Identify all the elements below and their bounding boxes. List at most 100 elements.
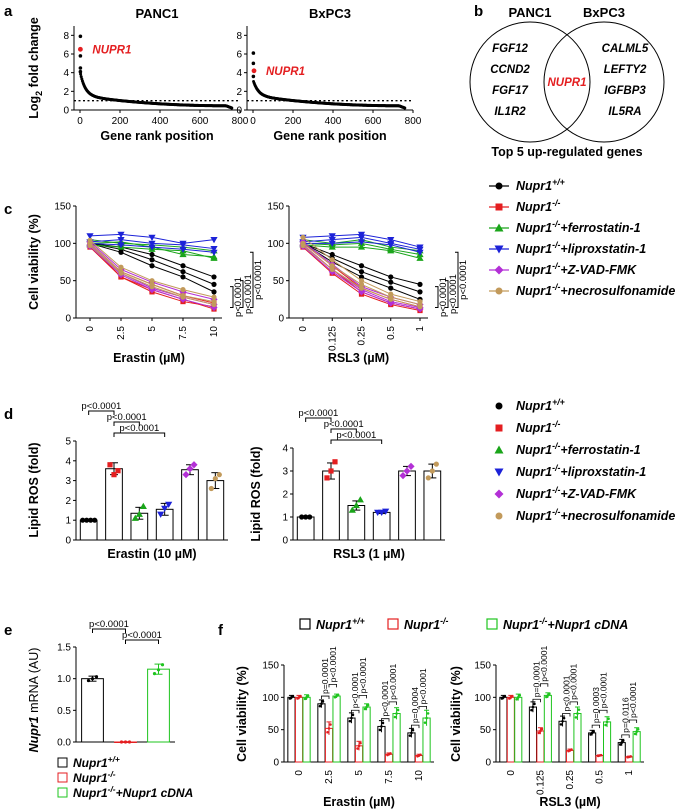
legend-e: Nupr1+/+Nupr1-/-Nupr1-/-+Nupr1 cDNA	[57, 754, 193, 800]
legend-marker	[495, 182, 503, 190]
bar	[362, 706, 371, 763]
x-tick-label: 0.5	[595, 770, 606, 784]
x-axis-label: Erastin (µM)	[113, 351, 185, 365]
data-point	[117, 242, 125, 249]
y-tick-label: 3	[282, 467, 288, 478]
data-point	[633, 732, 637, 736]
sig-bracket	[455, 251, 459, 309]
p-value-label: p<0.0001	[628, 682, 638, 718]
y-tick-label: 1.5	[57, 643, 71, 654]
data-point	[118, 270, 124, 276]
y-axis-label: Lipid ROS (fold)	[27, 442, 41, 537]
data-point	[156, 668, 161, 672]
sig-bracket	[88, 410, 115, 415]
bar	[347, 717, 356, 763]
x-tick-label: 2.5	[116, 326, 127, 340]
data-point	[599, 753, 603, 757]
data-point	[629, 755, 632, 758]
legend-label: Nupr1-/-+Nupr1 cDNA	[503, 616, 628, 632]
data-point	[118, 264, 124, 270]
y-tick-label: 50	[480, 725, 492, 736]
y-tick-label: 1	[65, 516, 71, 527]
data-point	[165, 501, 173, 508]
sig-bracket	[628, 719, 638, 723]
panel-letter-f: f	[218, 622, 224, 639]
data-point	[548, 692, 551, 696]
data-point	[90, 677, 95, 681]
panel-letter-b: b	[474, 3, 483, 20]
data-point	[358, 281, 365, 287]
sig-bracket	[540, 683, 549, 687]
sig-bracket	[532, 698, 541, 703]
data-point	[329, 723, 332, 726]
y-tick-label: 100	[267, 239, 284, 250]
p-value-label: p<0.0001	[119, 423, 159, 434]
y-tick-label: 4	[63, 68, 69, 79]
x-tick-label: 0	[298, 326, 309, 332]
gene-dot	[230, 106, 234, 110]
sig-bracket	[621, 734, 630, 738]
data-point	[211, 281, 217, 287]
data-point	[423, 721, 427, 724]
bar	[105, 468, 123, 541]
data-point	[618, 743, 622, 746]
y-axis-label: Cell viability (%)	[449, 666, 463, 762]
sig-bracket	[435, 286, 439, 309]
data-point	[389, 752, 392, 755]
x-axis-label: Gene rank position	[273, 129, 386, 143]
y-axis-label: Cell viability (%)	[235, 666, 249, 762]
legend-swatch	[57, 757, 68, 768]
y-tick-label: 100	[54, 239, 71, 250]
data-point	[118, 249, 124, 255]
data-point	[211, 274, 217, 280]
panel-letter-c: c	[4, 201, 12, 218]
data-point	[179, 250, 187, 258]
data-point	[332, 459, 338, 465]
y-tick-label: 4	[65, 456, 71, 467]
data-point	[210, 254, 218, 261]
data-point	[86, 233, 94, 240]
x-tick-label: 600	[192, 116, 209, 127]
data-point	[328, 468, 334, 474]
data-point	[92, 517, 98, 523]
y-tick-label: 50	[60, 276, 72, 287]
data-point	[395, 712, 398, 715]
data-point	[636, 727, 640, 731]
x-tick-label: 0	[506, 770, 517, 776]
bar	[506, 696, 515, 763]
data-point	[357, 243, 366, 250]
x-tick-label: 400	[152, 116, 169, 127]
data-point	[365, 705, 368, 709]
data-point	[212, 476, 218, 482]
x-axis-label: RSL3 (1 µM)	[333, 547, 405, 561]
legend-swatch	[57, 772, 68, 783]
legend-marker	[495, 402, 503, 410]
data-point	[327, 727, 331, 730]
venn-left-title: PANC1	[508, 5, 551, 20]
y-axis-label: Nupr1 mRNA (AU)	[27, 648, 41, 753]
gene-dot	[251, 61, 256, 66]
p-value-label: p<0.0001	[122, 630, 162, 641]
data-point	[149, 263, 155, 269]
x-tick-label: 600	[365, 116, 382, 127]
data-point	[540, 727, 544, 731]
data-point	[411, 728, 415, 732]
y-axis-label: Log2 fold change	[27, 17, 44, 119]
data-point	[111, 472, 117, 478]
data-point	[358, 274, 365, 280]
p-value-label: p<0.0001	[358, 657, 368, 693]
venn-left-gene: CCND2	[490, 64, 530, 76]
x-tick-label: 10	[209, 326, 220, 338]
data-point	[408, 734, 412, 737]
p-value-label: p<0.0001	[81, 401, 121, 412]
chart-a1: PANC1 0 2 4 6 8 0 200 400 600 800 NUPR1 Gene rank po…	[63, 6, 248, 143]
data-point	[127, 740, 132, 744]
bar	[79, 519, 98, 541]
data-point	[426, 712, 430, 715]
data-point	[80, 517, 86, 523]
legend-marker	[494, 223, 504, 232]
venn-right-gene: CALML5	[602, 43, 649, 55]
data-point	[396, 708, 400, 712]
y-tick-label: 6	[63, 50, 69, 61]
data-point	[139, 502, 147, 509]
